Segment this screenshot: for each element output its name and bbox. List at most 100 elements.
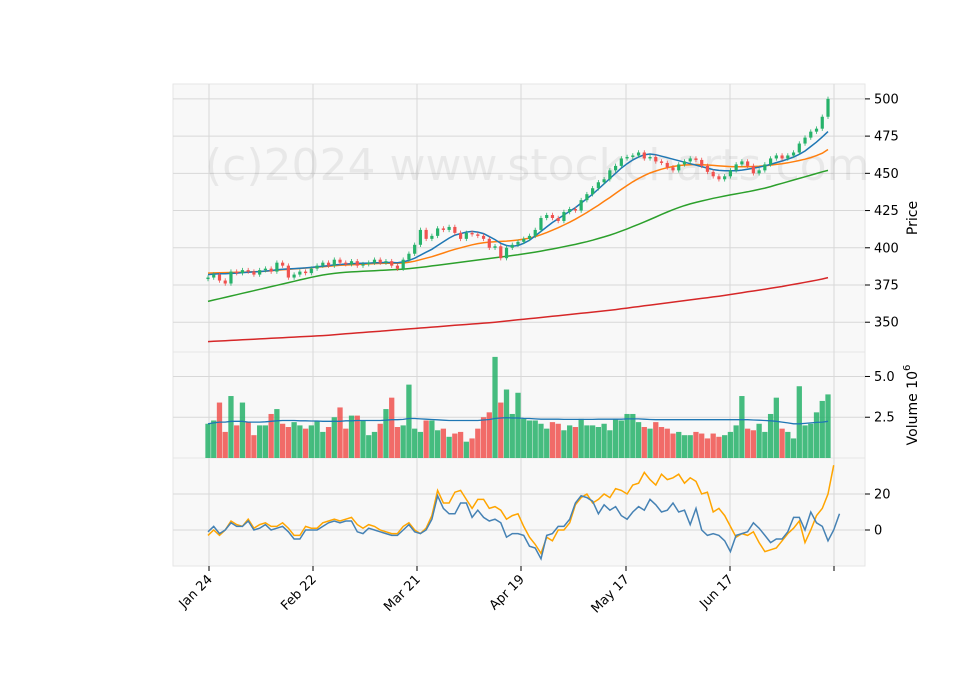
volume-bar bbox=[704, 438, 711, 458]
volume-bar bbox=[308, 425, 314, 458]
volume-bar bbox=[331, 417, 337, 458]
candle bbox=[797, 141, 801, 155]
candle bbox=[608, 168, 612, 182]
candle bbox=[631, 153, 635, 160]
candle bbox=[596, 180, 600, 191]
volume-bar bbox=[722, 435, 728, 458]
candle bbox=[723, 174, 727, 182]
volume-bar bbox=[314, 420, 320, 458]
y-tick-label: 400 bbox=[874, 241, 899, 256]
volume-bar bbox=[601, 423, 607, 458]
candle bbox=[344, 260, 348, 267]
volume-bar bbox=[790, 438, 797, 458]
candle bbox=[464, 230, 468, 242]
candle bbox=[240, 267, 245, 276]
candle bbox=[470, 230, 474, 237]
candle bbox=[757, 168, 761, 176]
volume-bar bbox=[234, 425, 240, 458]
y-tick-label: 475 bbox=[874, 130, 899, 145]
candle bbox=[579, 197, 583, 213]
candle bbox=[642, 150, 646, 161]
volume-bar bbox=[245, 422, 251, 458]
volume-bar bbox=[389, 397, 395, 458]
candle bbox=[585, 191, 589, 203]
volume-bar bbox=[676, 431, 682, 458]
volume-bar bbox=[394, 427, 401, 458]
candle bbox=[613, 163, 618, 173]
volume-bar bbox=[406, 384, 412, 458]
volume-bar bbox=[417, 431, 424, 458]
volume-bar bbox=[498, 402, 504, 458]
candle bbox=[550, 212, 555, 221]
volume-bar bbox=[360, 420, 366, 458]
candle bbox=[522, 236, 526, 245]
candle bbox=[332, 257, 336, 268]
candle bbox=[826, 96, 830, 119]
candle bbox=[378, 257, 382, 265]
ma-long-path bbox=[207, 169, 829, 303]
candle bbox=[326, 260, 331, 268]
volume-bar bbox=[371, 431, 378, 458]
volume-bar bbox=[503, 389, 510, 458]
candle bbox=[453, 224, 457, 236]
candle bbox=[568, 206, 572, 215]
y-tick-label: 350 bbox=[874, 316, 899, 331]
candle bbox=[751, 163, 755, 176]
volume-bar bbox=[354, 415, 360, 458]
candle bbox=[286, 263, 290, 280]
candle bbox=[671, 165, 675, 173]
candle bbox=[401, 257, 405, 271]
volume-bar bbox=[291, 422, 297, 458]
candlesticks bbox=[206, 96, 830, 286]
volume-bar bbox=[366, 435, 372, 458]
volume-bar bbox=[279, 423, 286, 458]
candle bbox=[269, 266, 273, 274]
volume-bar bbox=[320, 431, 326, 458]
candle bbox=[717, 174, 721, 182]
volume-bar bbox=[297, 425, 303, 458]
candle bbox=[705, 163, 710, 175]
volume-bar bbox=[584, 425, 590, 458]
volume-bar bbox=[647, 428, 653, 458]
volume-bar bbox=[618, 420, 624, 458]
candle bbox=[682, 159, 687, 167]
candle bbox=[298, 269, 302, 277]
oscillator-panel bbox=[172, 457, 866, 567]
volume-bar bbox=[802, 425, 808, 458]
candle bbox=[694, 156, 698, 163]
volume-bar bbox=[773, 397, 779, 458]
candle bbox=[481, 233, 486, 242]
volume-bar bbox=[813, 412, 820, 458]
volume-bar bbox=[595, 427, 602, 458]
candle bbox=[803, 135, 807, 146]
y-tick-label: 375 bbox=[874, 279, 899, 294]
candle bbox=[688, 156, 692, 164]
volume-bar bbox=[578, 418, 584, 458]
volume-bar bbox=[739, 396, 745, 458]
volume-bar bbox=[607, 430, 613, 458]
candle bbox=[229, 269, 233, 286]
oscillator-fast-path bbox=[207, 493, 841, 561]
volume-bar bbox=[475, 428, 481, 458]
candle bbox=[734, 162, 738, 173]
candle bbox=[281, 260, 285, 268]
candle bbox=[499, 244, 503, 261]
volume-average-line bbox=[207, 417, 829, 425]
candle bbox=[780, 153, 784, 161]
volume-bar bbox=[762, 431, 768, 458]
volume-bar bbox=[222, 431, 228, 458]
volume-bar bbox=[612, 418, 619, 458]
candle bbox=[740, 159, 744, 167]
volume-bar bbox=[681, 435, 688, 458]
y-tick-label: 2.5 bbox=[874, 411, 895, 426]
volume-bar bbox=[687, 435, 693, 458]
candle bbox=[458, 230, 463, 242]
volume-bar bbox=[567, 425, 573, 458]
volume-bar bbox=[412, 428, 418, 458]
candle bbox=[349, 258, 354, 267]
volume-bar bbox=[268, 413, 274, 458]
candle bbox=[476, 232, 480, 239]
candle bbox=[447, 224, 451, 233]
candle bbox=[413, 242, 417, 256]
volume-bar bbox=[767, 413, 774, 458]
